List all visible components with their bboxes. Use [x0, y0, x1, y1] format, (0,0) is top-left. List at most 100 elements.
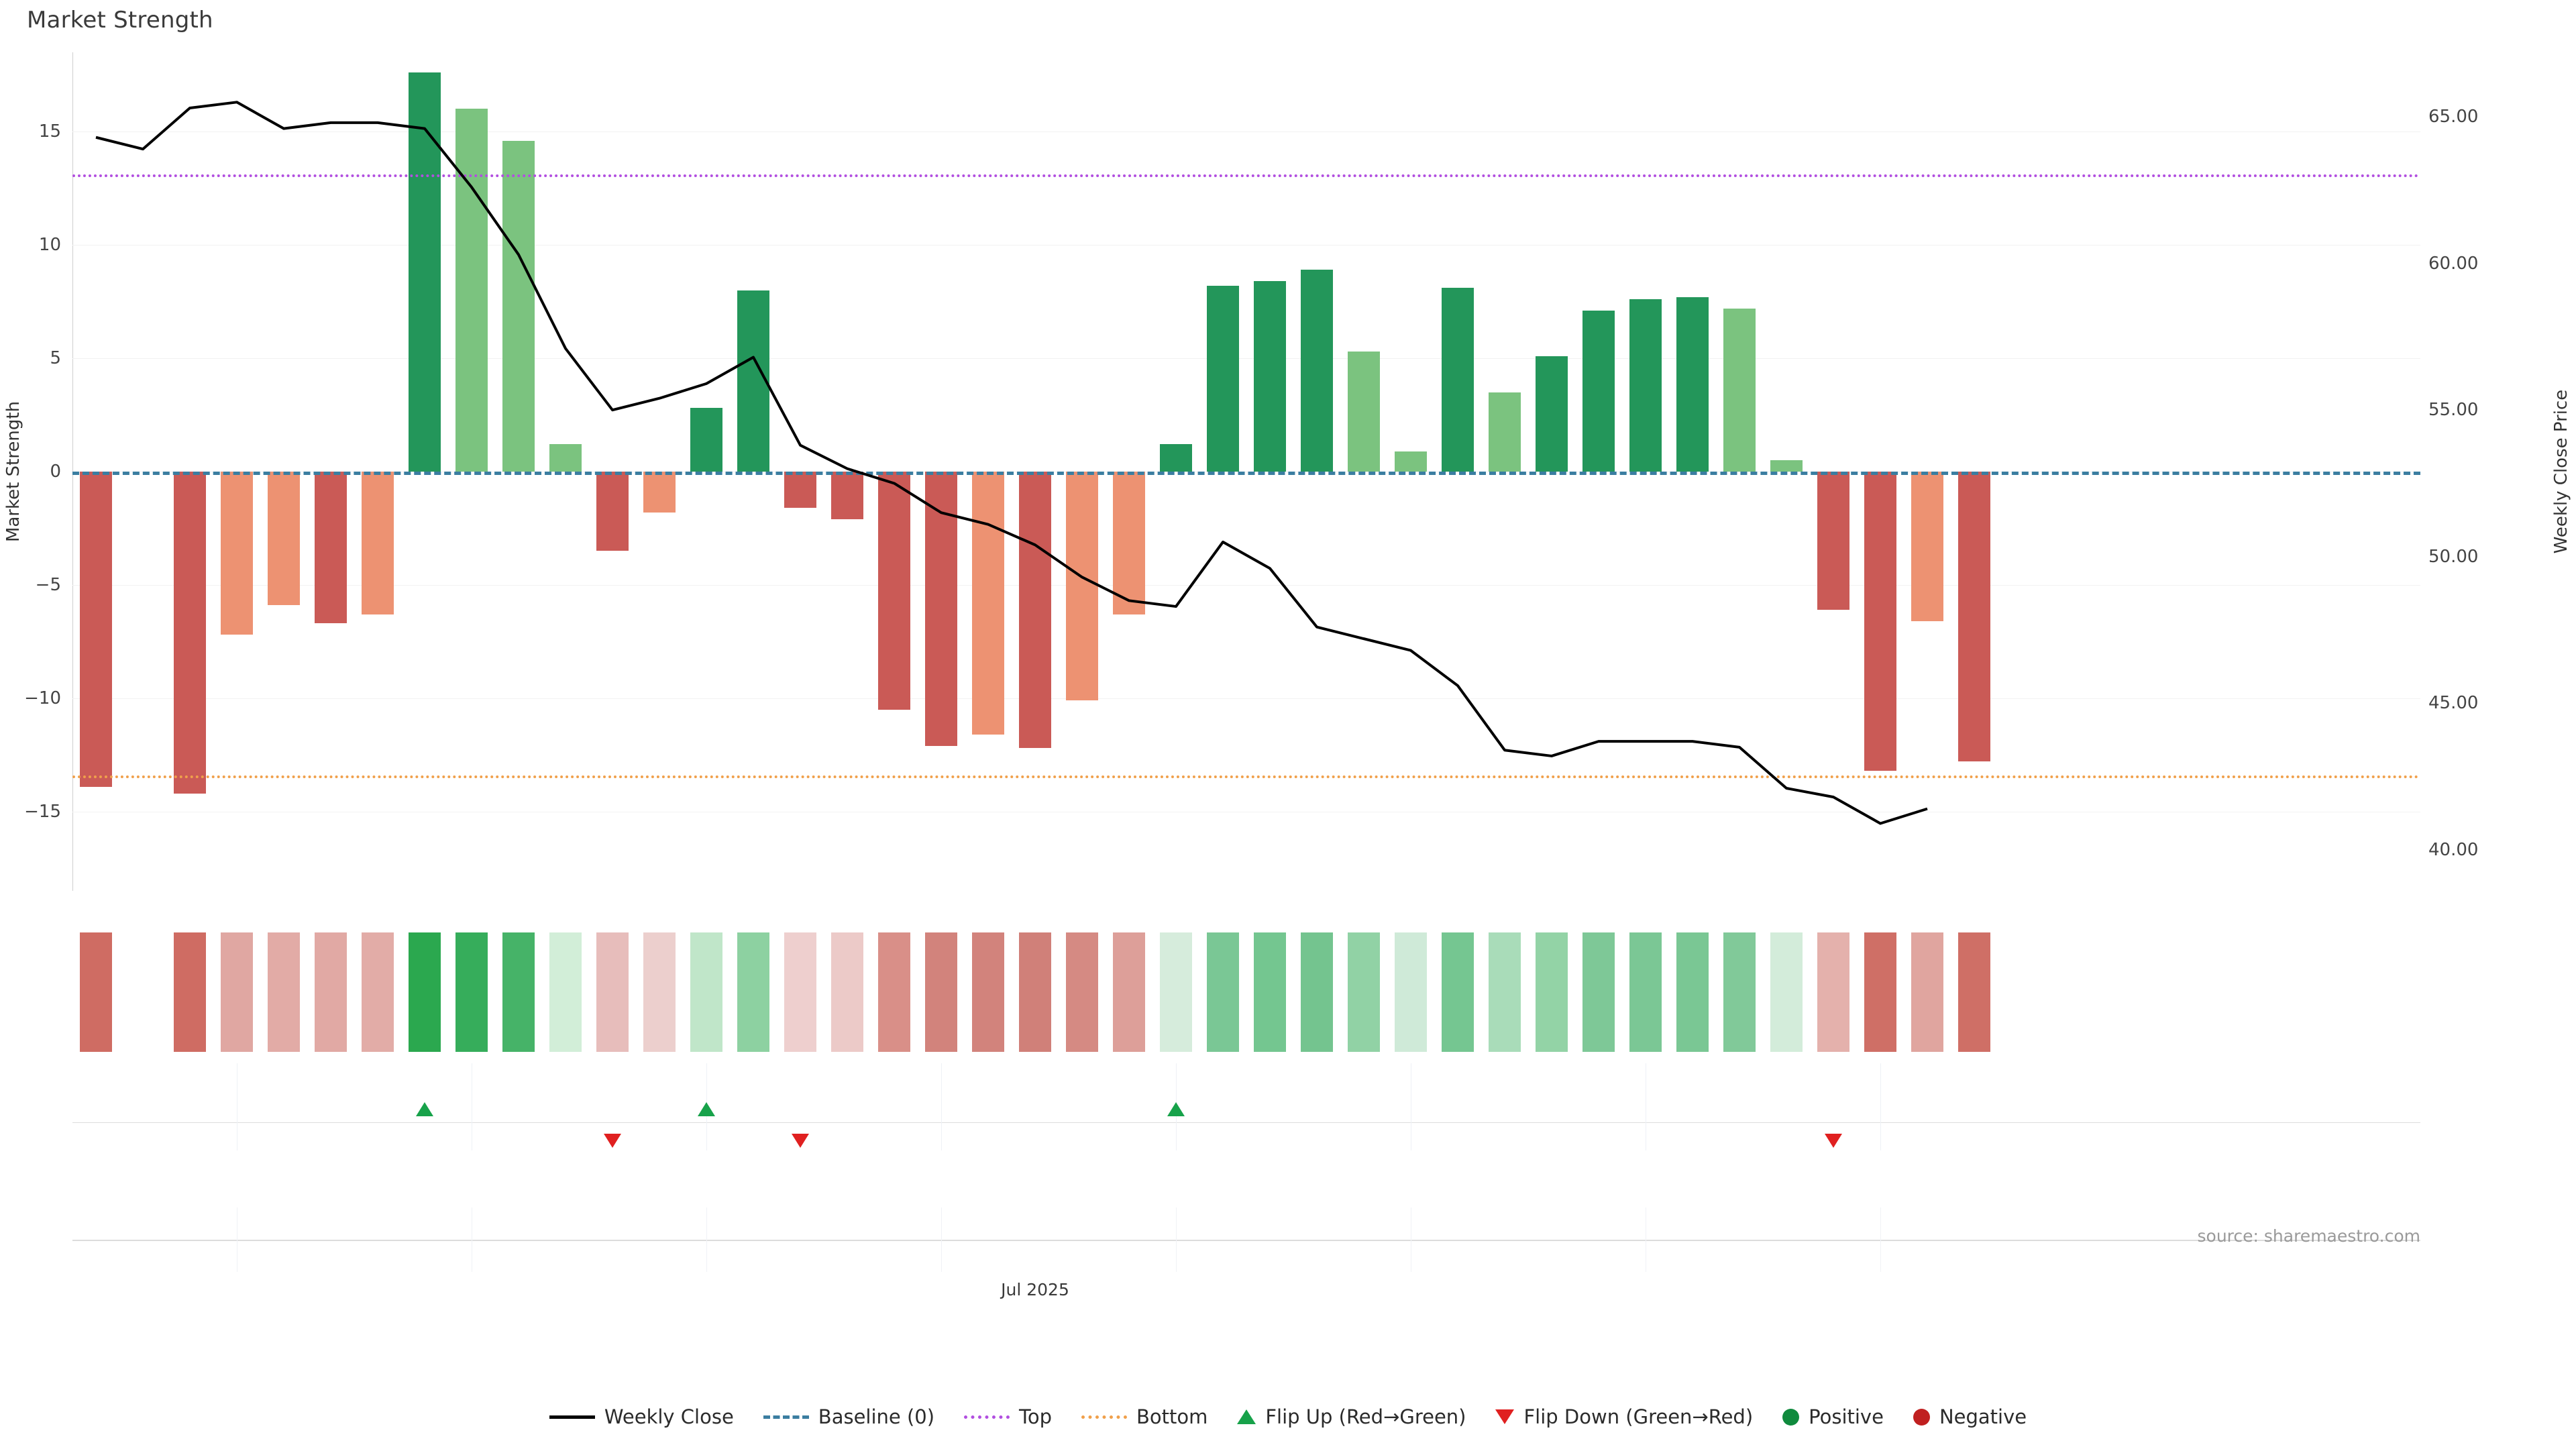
heat-cell[interactable]: [784, 932, 816, 1052]
strength-bar[interactable]: [596, 472, 629, 551]
main-plot-area: Market Strength Weekly Close Price 15 10 5…: [3, 52, 2571, 891]
heat-cell[interactable]: [1301, 932, 1333, 1052]
heat-cell[interactable]: [455, 932, 488, 1052]
strength-bar[interactable]: [1864, 472, 1896, 771]
flip-down-icon[interactable]: [792, 1134, 809, 1148]
heat-cell[interactable]: [1770, 932, 1803, 1052]
legend-item[interactable]: Bottom: [1081, 1405, 1208, 1428]
flip-down-icon[interactable]: [604, 1134, 621, 1148]
heat-cell[interactable]: [1582, 932, 1615, 1052]
heat-cell[interactable]: [643, 932, 676, 1052]
gridline: [72, 131, 2420, 133]
heat-cell[interactable]: [831, 932, 863, 1052]
strength-bar[interactable]: [268, 472, 300, 606]
heat-cell[interactable]: [174, 932, 206, 1052]
strength-bar[interactable]: [455, 109, 488, 472]
legend-item[interactable]: Top: [964, 1405, 1052, 1428]
heat-cell[interactable]: [737, 932, 769, 1052]
strength-bar[interactable]: [1442, 288, 1474, 472]
baseline-dash-icon: [763, 1415, 809, 1419]
strength-bar[interactable]: [221, 472, 253, 635]
strength-bar[interactable]: [502, 140, 535, 472]
flip-up-icon[interactable]: [698, 1102, 715, 1116]
strength-bar[interactable]: [1301, 270, 1333, 472]
heat-cell[interactable]: [80, 932, 112, 1052]
strength-bar[interactable]: [784, 472, 816, 508]
strength-bar[interactable]: [315, 472, 347, 624]
heat-cell[interactable]: [690, 932, 722, 1052]
legend-item[interactable]: Baseline (0): [763, 1405, 934, 1428]
heat-cell[interactable]: [221, 932, 253, 1052]
strength-bar[interactable]: [831, 472, 863, 519]
strength-bar[interactable]: [878, 472, 910, 710]
heat-cell[interactable]: [409, 932, 441, 1052]
flip-up-icon[interactable]: [416, 1102, 433, 1116]
heat-cell[interactable]: [1442, 932, 1474, 1052]
strength-bar[interactable]: [925, 472, 957, 746]
strength-bar[interactable]: [362, 472, 394, 614]
strength-bar[interactable]: [174, 472, 206, 794]
legend-item[interactable]: Positive: [1782, 1405, 1884, 1428]
heat-cell[interactable]: [1536, 932, 1568, 1052]
strength-bar[interactable]: [737, 290, 769, 472]
heat-cell[interactable]: [1207, 932, 1239, 1052]
heat-cell[interactable]: [502, 932, 535, 1052]
strength-bar[interactable]: [1911, 472, 1943, 621]
heat-cell[interactable]: [1817, 932, 1849, 1052]
strength-bar[interactable]: [1817, 472, 1849, 610]
flip-up-icon[interactable]: [1167, 1102, 1185, 1116]
heat-cell[interactable]: [1489, 932, 1521, 1052]
flip-down-icon[interactable]: [1825, 1134, 1842, 1148]
heat-cell[interactable]: [1395, 932, 1427, 1052]
strength-bar[interactable]: [1066, 472, 1098, 701]
legend-item[interactable]: Flip Up (Red→Green): [1237, 1405, 1466, 1428]
legend-item[interactable]: Weekly Close: [549, 1405, 734, 1428]
heat-cell[interactable]: [268, 932, 300, 1052]
strength-bar[interactable]: [1019, 472, 1051, 749]
heat-cell[interactable]: [1629, 932, 1662, 1052]
marker-gridline: [1880, 1063, 1881, 1150]
heat-cell[interactable]: [1911, 932, 1943, 1052]
strength-bar[interactable]: [80, 472, 112, 787]
heat-cell[interactable]: [1066, 932, 1098, 1052]
strength-bar[interactable]: [1723, 308, 1756, 472]
heat-cell[interactable]: [1676, 932, 1709, 1052]
heat-cell[interactable]: [1160, 932, 1192, 1052]
heat-cell[interactable]: [1019, 932, 1051, 1052]
heat-cell[interactable]: [549, 932, 582, 1052]
strength-bar[interactable]: [1958, 472, 1990, 762]
legend-item-label: Top: [1019, 1405, 1052, 1428]
strength-bar[interactable]: [1536, 356, 1568, 472]
heat-cell[interactable]: [1723, 932, 1756, 1052]
heat-cell[interactable]: [1864, 932, 1896, 1052]
strength-bar[interactable]: [643, 472, 676, 513]
strength-bar[interactable]: [690, 408, 722, 472]
strength-bar[interactable]: [972, 472, 1004, 735]
strength-bar[interactable]: [1113, 472, 1145, 614]
strength-bar[interactable]: [549, 444, 582, 472]
heat-cell[interactable]: [596, 932, 629, 1052]
strength-bar[interactable]: [1395, 451, 1427, 472]
heat-cell[interactable]: [1254, 932, 1286, 1052]
strength-bar[interactable]: [1629, 299, 1662, 472]
heat-cell[interactable]: [362, 932, 394, 1052]
heat-cell[interactable]: [878, 932, 910, 1052]
heat-cell[interactable]: [925, 932, 957, 1052]
heat-cell[interactable]: [1348, 932, 1380, 1052]
heat-cell[interactable]: [972, 932, 1004, 1052]
strength-bar[interactable]: [1160, 444, 1192, 472]
strength-bar[interactable]: [1582, 311, 1615, 472]
strength-bar[interactable]: [1770, 460, 1803, 472]
legend-item[interactable]: Flip Down (Green→Red): [1495, 1405, 1753, 1428]
strength-bar[interactable]: [1489, 392, 1521, 472]
strength-bar[interactable]: [1348, 351, 1380, 472]
strength-bar[interactable]: [1207, 285, 1239, 472]
heat-cell[interactable]: [315, 932, 347, 1052]
strength-bar[interactable]: [409, 72, 441, 472]
strength-bar[interactable]: [1676, 297, 1709, 472]
legend-item-label: Bottom: [1136, 1405, 1208, 1428]
strength-bar[interactable]: [1254, 281, 1286, 472]
heat-cell[interactable]: [1958, 932, 1990, 1052]
heat-cell[interactable]: [1113, 932, 1145, 1052]
legend-item[interactable]: Negative: [1913, 1405, 2027, 1428]
